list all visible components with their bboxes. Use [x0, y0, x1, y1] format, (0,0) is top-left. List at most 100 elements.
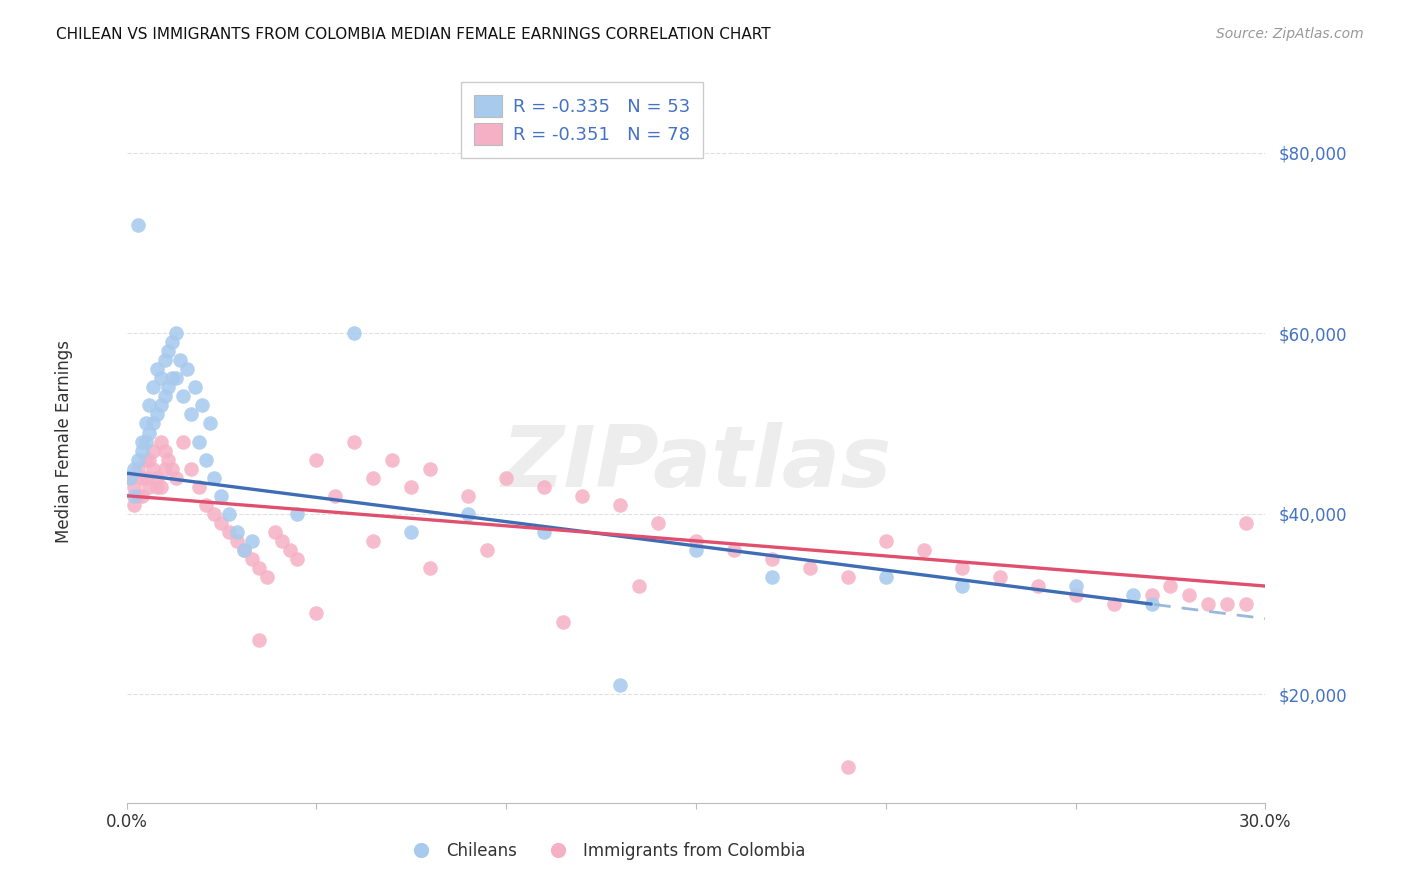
- Point: [138, 480, 160, 494]
- Point: [187, 480, 209, 494]
- Point: [477, 542, 499, 557]
- Point: [1160, 579, 1182, 593]
- Point: [131, 470, 153, 484]
- Point: [609, 678, 631, 692]
- Point: [142, 461, 165, 475]
- Point: [1102, 597, 1125, 611]
- Point: [202, 470, 225, 484]
- Point: [305, 606, 328, 620]
- Point: [419, 561, 441, 575]
- Point: [169, 353, 191, 368]
- Point: [305, 452, 328, 467]
- Point: [198, 417, 221, 431]
- Point: [628, 579, 651, 593]
- Point: [278, 542, 301, 557]
- Point: [146, 480, 169, 494]
- Point: [142, 380, 165, 394]
- Point: [160, 371, 183, 385]
- Point: [202, 507, 225, 521]
- Point: [419, 461, 441, 475]
- Point: [495, 470, 517, 484]
- Point: [1122, 588, 1144, 602]
- Point: [142, 443, 165, 458]
- Legend: Chileans, Immigrants from Colombia: Chileans, Immigrants from Colombia: [398, 836, 813, 867]
- Point: [146, 362, 169, 376]
- Text: ZIPatlas: ZIPatlas: [501, 422, 891, 505]
- Point: [837, 570, 859, 584]
- Point: [249, 633, 271, 648]
- Point: [1064, 588, 1087, 602]
- Point: [287, 507, 309, 521]
- Point: [401, 524, 423, 539]
- Point: [457, 489, 479, 503]
- Point: [1198, 597, 1220, 611]
- Point: [131, 434, 153, 449]
- Point: [1178, 588, 1201, 602]
- Point: [142, 417, 165, 431]
- Point: [271, 533, 294, 548]
- Point: [761, 552, 783, 566]
- Point: [287, 552, 309, 566]
- Text: Median Female Earnings: Median Female Earnings: [55, 340, 73, 543]
- Point: [195, 452, 218, 467]
- Point: [1216, 597, 1239, 611]
- Point: [127, 489, 149, 503]
- Point: [875, 533, 897, 548]
- Point: [233, 542, 256, 557]
- Point: [160, 335, 183, 350]
- Point: [363, 470, 385, 484]
- Point: [685, 542, 707, 557]
- Point: [1140, 597, 1163, 611]
- Point: [157, 380, 180, 394]
- Point: [184, 380, 207, 394]
- Point: [647, 516, 669, 530]
- Point: [122, 489, 145, 503]
- Point: [211, 516, 233, 530]
- Point: [160, 461, 183, 475]
- Point: [240, 552, 263, 566]
- Point: [127, 461, 149, 475]
- Text: Source: ZipAtlas.com: Source: ZipAtlas.com: [1216, 27, 1364, 41]
- Point: [1140, 588, 1163, 602]
- Point: [138, 425, 160, 440]
- Point: [172, 434, 194, 449]
- Point: [157, 344, 180, 359]
- Point: [138, 398, 160, 412]
- Point: [120, 470, 142, 484]
- Point: [211, 489, 233, 503]
- Point: [191, 398, 214, 412]
- Point: [149, 398, 172, 412]
- Point: [135, 434, 156, 449]
- Point: [180, 461, 202, 475]
- Point: [153, 389, 176, 403]
- Point: [950, 579, 973, 593]
- Point: [263, 524, 285, 539]
- Point: [233, 542, 256, 557]
- Point: [131, 489, 153, 503]
- Point: [135, 452, 156, 467]
- Point: [122, 461, 145, 475]
- Point: [149, 480, 172, 494]
- Text: CHILEAN VS IMMIGRANTS FROM COLOMBIA MEDIAN FEMALE EARNINGS CORRELATION CHART: CHILEAN VS IMMIGRANTS FROM COLOMBIA MEDI…: [56, 27, 770, 42]
- Point: [571, 489, 593, 503]
- Point: [149, 371, 172, 385]
- Point: [153, 353, 176, 368]
- Point: [218, 524, 240, 539]
- Point: [225, 533, 247, 548]
- Point: [135, 470, 156, 484]
- Point: [1236, 597, 1258, 611]
- Point: [120, 470, 142, 484]
- Point: [165, 371, 187, 385]
- Point: [1026, 579, 1049, 593]
- Point: [146, 470, 169, 484]
- Point: [553, 615, 575, 630]
- Point: [176, 362, 198, 376]
- Point: [240, 533, 263, 548]
- Point: [135, 417, 156, 431]
- Point: [127, 218, 149, 232]
- Point: [343, 434, 366, 449]
- Point: [533, 524, 555, 539]
- Point: [157, 452, 180, 467]
- Point: [122, 498, 145, 512]
- Point: [533, 480, 555, 494]
